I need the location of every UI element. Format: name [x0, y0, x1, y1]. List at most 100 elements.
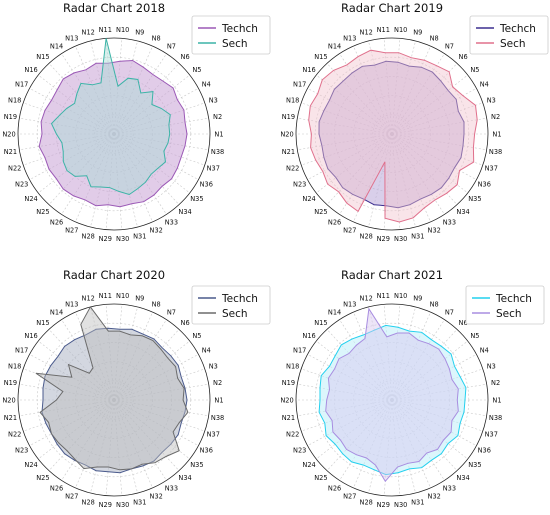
axis-label-n34: N34 — [456, 474, 469, 482]
axis-label-n38: N38 — [211, 414, 224, 422]
axis-label-n38: N38 — [211, 148, 224, 156]
axis-label-n12: N12 — [360, 29, 373, 37]
axis-label-n5: N5 — [192, 66, 201, 74]
axis-label-n23: N23 — [15, 181, 28, 189]
axis-label-n31: N31 — [133, 232, 146, 240]
axis-label-n23: N23 — [293, 447, 306, 455]
axis-label-n18: N18 — [286, 96, 299, 104]
axis-label-n2: N2 — [491, 379, 500, 387]
axis-label-n14: N14 — [50, 309, 63, 317]
legend-label-techch: Techch — [221, 23, 258, 35]
axis-label-n29: N29 — [377, 501, 390, 509]
legend: Techch Sech — [469, 15, 549, 55]
axis-label-n10: N10 — [116, 292, 129, 300]
axis-label-n23: N23 — [15, 447, 28, 455]
axis-label-n5: N5 — [192, 332, 201, 340]
axis-label-n24: N24 — [24, 461, 37, 469]
axis-label-n3: N3 — [209, 96, 218, 104]
axis-label-n15: N15 — [36, 53, 49, 61]
axis-label-n12: N12 — [82, 295, 95, 303]
axis-label-n9: N9 — [413, 295, 422, 303]
axis-label-n34: N34 — [178, 474, 191, 482]
axis-label-n34: N34 — [456, 208, 469, 216]
legend: Techch Sech — [465, 285, 545, 325]
axis-label-n22: N22 — [8, 165, 21, 173]
axis-label-n7: N7 — [167, 309, 176, 317]
axis-label-n35: N35 — [190, 195, 203, 203]
series-techch-area — [318, 324, 467, 476]
axis-label-n32: N32 — [428, 493, 441, 501]
axis-label-n33: N33 — [165, 484, 178, 492]
axis-label-n3: N3 — [487, 362, 496, 370]
series-techch-area — [318, 60, 465, 209]
axis-label-n24: N24 — [24, 195, 37, 203]
axis-label-n25: N25 — [36, 208, 49, 216]
axis-label-n8: N8 — [152, 34, 161, 42]
outer-ring — [17, 37, 211, 231]
axis-label-n18: N18 — [286, 362, 299, 370]
axis-label-n12: N12 — [360, 295, 373, 303]
axis-label-n27: N27 — [343, 227, 356, 235]
series-techch-area — [41, 327, 188, 474]
axis-label-n4: N4 — [480, 347, 489, 355]
axis-label-n29: N29 — [99, 235, 112, 243]
axis-label-n38: N38 — [489, 148, 502, 156]
axis-label-n28: N28 — [360, 232, 373, 240]
axis-label-n31: N31 — [411, 498, 424, 506]
axis-label-n37: N37 — [207, 431, 220, 439]
series-sech-area — [325, 307, 459, 483]
legend-box — [469, 15, 549, 55]
axis-label-n36: N36 — [478, 181, 491, 189]
axis-label-n26: N26 — [328, 484, 341, 492]
axis-label-n13: N13 — [65, 34, 78, 42]
axis-label-n11: N11 — [99, 292, 112, 300]
series-sech-area — [50, 38, 171, 196]
axis-label-n6: N6 — [459, 319, 468, 327]
axis-label-n17: N17 — [15, 81, 28, 89]
legend-label-techch: Techch — [221, 293, 258, 305]
axis-label-n7: N7 — [445, 43, 454, 51]
axis-label-n37: N37 — [485, 165, 498, 173]
legend-box — [191, 285, 271, 325]
axis-label-n18: N18 — [8, 362, 21, 370]
axis-label-n20: N20 — [280, 131, 293, 139]
axis-label-n20: N20 — [2, 131, 15, 139]
axis-label-n36: N36 — [478, 447, 491, 455]
axis-label-n24: N24 — [302, 195, 315, 203]
legend-box — [191, 15, 271, 55]
axis-label-n20: N20 — [280, 397, 293, 405]
axis-label-n4: N4 — [202, 81, 211, 89]
axis-label-n1: N1 — [492, 397, 501, 405]
chart-title: Radar Chart 2020 — [63, 268, 165, 282]
series-sech-area — [35, 305, 189, 471]
axis-label-n29: N29 — [377, 235, 390, 243]
axis-label-n13: N13 — [65, 300, 78, 308]
axis-label-n18: N18 — [8, 96, 21, 104]
axis-label-n26: N26 — [328, 218, 341, 226]
axis-label-n25: N25 — [314, 474, 327, 482]
axis-label-n14: N14 — [328, 43, 341, 51]
axis-label-n16: N16 — [24, 66, 37, 74]
axis-label-n21: N21 — [282, 148, 295, 156]
axis-label-n15: N15 — [36, 319, 49, 327]
axis-label-n8: N8 — [152, 300, 161, 308]
axis-label-n2: N2 — [213, 113, 222, 121]
axis-label-n27: N27 — [65, 227, 78, 235]
axis-label-n1: N1 — [214, 131, 223, 139]
axis-label-n21: N21 — [4, 414, 17, 422]
axis-label-n9: N9 — [135, 295, 144, 303]
axis-label-n32: N32 — [150, 227, 163, 235]
axis-label-n5: N5 — [470, 66, 479, 74]
axis-label-n37: N37 — [207, 165, 220, 173]
axis-label-n30: N30 — [394, 501, 407, 509]
axis-label-n7: N7 — [445, 309, 454, 317]
axis-label-n33: N33 — [443, 218, 456, 226]
axis-label-n31: N31 — [133, 498, 146, 506]
outer-ring — [17, 303, 211, 497]
axis-label-n32: N32 — [428, 227, 441, 235]
axis-label-n36: N36 — [200, 181, 213, 189]
axis-label-n21: N21 — [282, 414, 295, 422]
axis-label-n20: N20 — [2, 397, 15, 405]
